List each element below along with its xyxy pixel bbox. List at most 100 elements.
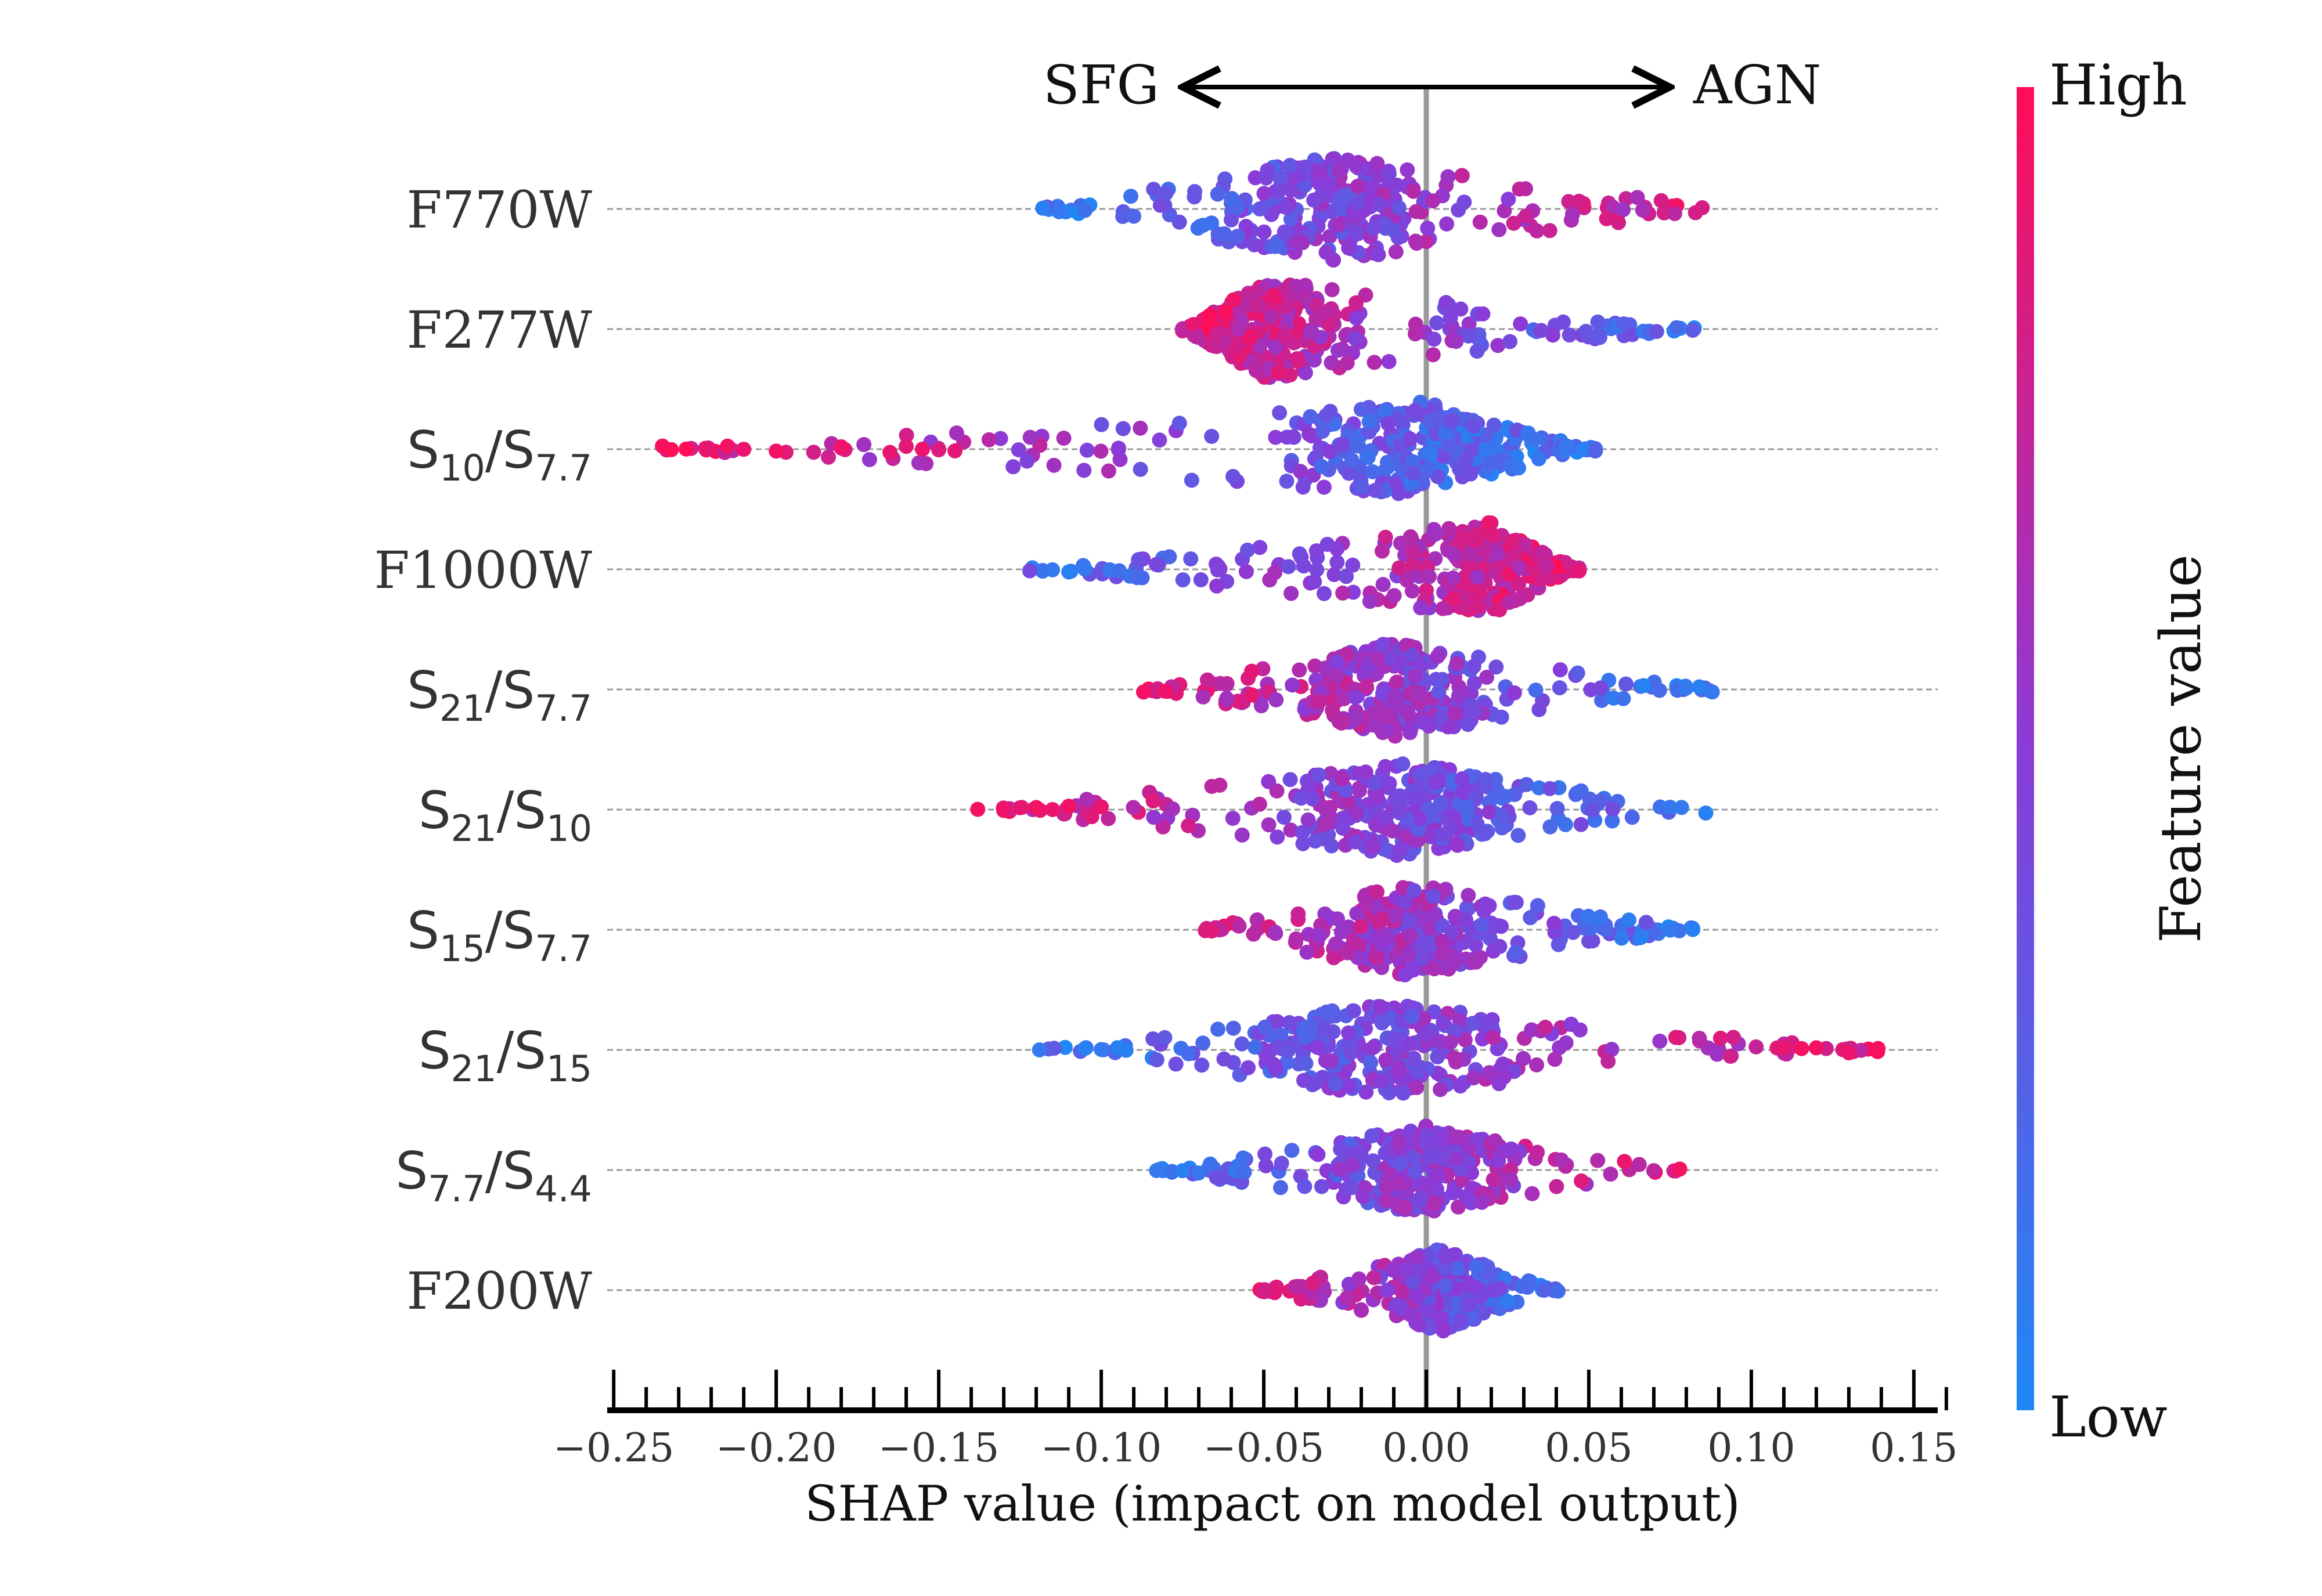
data-point — [1407, 1164, 1422, 1179]
data-point — [1019, 453, 1035, 469]
data-point — [1430, 411, 1445, 426]
outlier-point — [931, 442, 947, 458]
data-point — [1433, 795, 1448, 811]
data-point — [1204, 428, 1220, 444]
data-point — [1443, 1034, 1458, 1050]
data-point — [1375, 577, 1391, 593]
feature-label: S21/S7.7 — [407, 660, 592, 730]
x-tick-label: −0.25 — [553, 1425, 674, 1471]
data-point — [1585, 933, 1600, 949]
data-point — [1247, 298, 1263, 313]
data-point — [1314, 458, 1329, 474]
data-point — [1434, 933, 1450, 949]
data-point — [1378, 529, 1393, 545]
data-point — [1391, 200, 1407, 215]
data-point — [1309, 562, 1325, 577]
data-point — [1364, 1128, 1380, 1144]
data-point — [1346, 1003, 1361, 1019]
data-point — [1853, 1042, 1869, 1058]
data-point — [1293, 464, 1308, 479]
data-point — [1405, 454, 1420, 470]
data-point — [1502, 458, 1518, 474]
outlier-point — [1012, 800, 1028, 815]
data-point — [1404, 648, 1420, 663]
data-point — [1274, 1156, 1289, 1171]
data-point — [1603, 1167, 1618, 1182]
data-point — [1331, 1161, 1347, 1176]
data-point — [1328, 1076, 1343, 1092]
outlier-point — [1672, 1161, 1688, 1177]
data-point — [1417, 715, 1433, 731]
data-point — [1433, 1151, 1449, 1167]
outlier-point — [1776, 1040, 1791, 1056]
data-point — [1256, 186, 1272, 201]
data-point — [1405, 545, 1421, 561]
data-point — [1461, 316, 1477, 332]
direction-arrow: SFG AGN — [1043, 54, 1822, 116]
data-point — [1289, 351, 1305, 367]
data-point — [1325, 1003, 1340, 1019]
data-point — [1539, 558, 1555, 574]
feature-label-sub2: 7.7 — [535, 687, 592, 730]
data-point — [1605, 813, 1620, 829]
outlier-point — [882, 445, 898, 460]
colorbar-title: Feature value — [2148, 554, 2213, 943]
data-point — [1510, 828, 1526, 843]
data-point — [1371, 196, 1386, 212]
data-point — [1273, 1027, 1289, 1043]
data-point — [1305, 791, 1321, 807]
data-point — [1297, 159, 1313, 175]
data-point — [856, 437, 872, 452]
data-point — [1231, 918, 1247, 934]
data-point — [1512, 560, 1527, 576]
data-point — [1155, 819, 1171, 835]
data-point — [1079, 442, 1095, 458]
data-point — [1181, 1046, 1196, 1061]
outlier-point — [1692, 679, 1707, 695]
feature-label-sub1: 21 — [451, 807, 497, 850]
data-point — [1492, 1280, 1508, 1296]
data-point — [1426, 889, 1441, 904]
data-point — [1369, 884, 1385, 900]
data-point — [1373, 1074, 1389, 1089]
data-point — [1358, 764, 1373, 780]
data-point — [1403, 529, 1418, 544]
data-point — [1446, 956, 1462, 972]
data-point — [1425, 193, 1441, 209]
data-point — [1397, 967, 1413, 983]
data-point — [1426, 331, 1442, 347]
data-point — [1158, 186, 1174, 201]
data-point — [1457, 1032, 1473, 1048]
data-point — [1296, 1073, 1311, 1088]
data-point — [1694, 200, 1710, 215]
data-point — [1381, 650, 1397, 666]
data-point — [1573, 817, 1589, 832]
feature-label-sub2: 15 — [546, 1048, 592, 1090]
data-point — [1347, 689, 1363, 705]
data-point — [1303, 323, 1319, 339]
data-point — [1330, 911, 1345, 927]
data-point — [1441, 438, 1456, 454]
data-point — [1350, 178, 1365, 194]
data-point — [1402, 1036, 1418, 1052]
x-tick-label: −0.05 — [1203, 1425, 1324, 1471]
data-point — [1242, 331, 1257, 347]
data-point — [1394, 1284, 1410, 1299]
x-tick-label: 0.00 — [1382, 1425, 1470, 1471]
data-point — [1530, 898, 1545, 913]
data-point — [1668, 1030, 1683, 1045]
feature-label-mid: /S — [485, 420, 535, 480]
data-point — [1264, 207, 1279, 222]
data-point — [1268, 239, 1283, 254]
data-point — [1282, 772, 1298, 788]
data-point — [1285, 429, 1301, 445]
data-point — [1389, 674, 1404, 690]
data-point — [1234, 827, 1250, 843]
data-point — [1379, 1179, 1395, 1195]
data-point — [1354, 479, 1370, 495]
data-point — [1270, 829, 1285, 845]
data-point — [1123, 189, 1138, 204]
data-point — [1420, 221, 1436, 236]
data-point — [1571, 563, 1587, 579]
data-point — [1338, 782, 1354, 798]
